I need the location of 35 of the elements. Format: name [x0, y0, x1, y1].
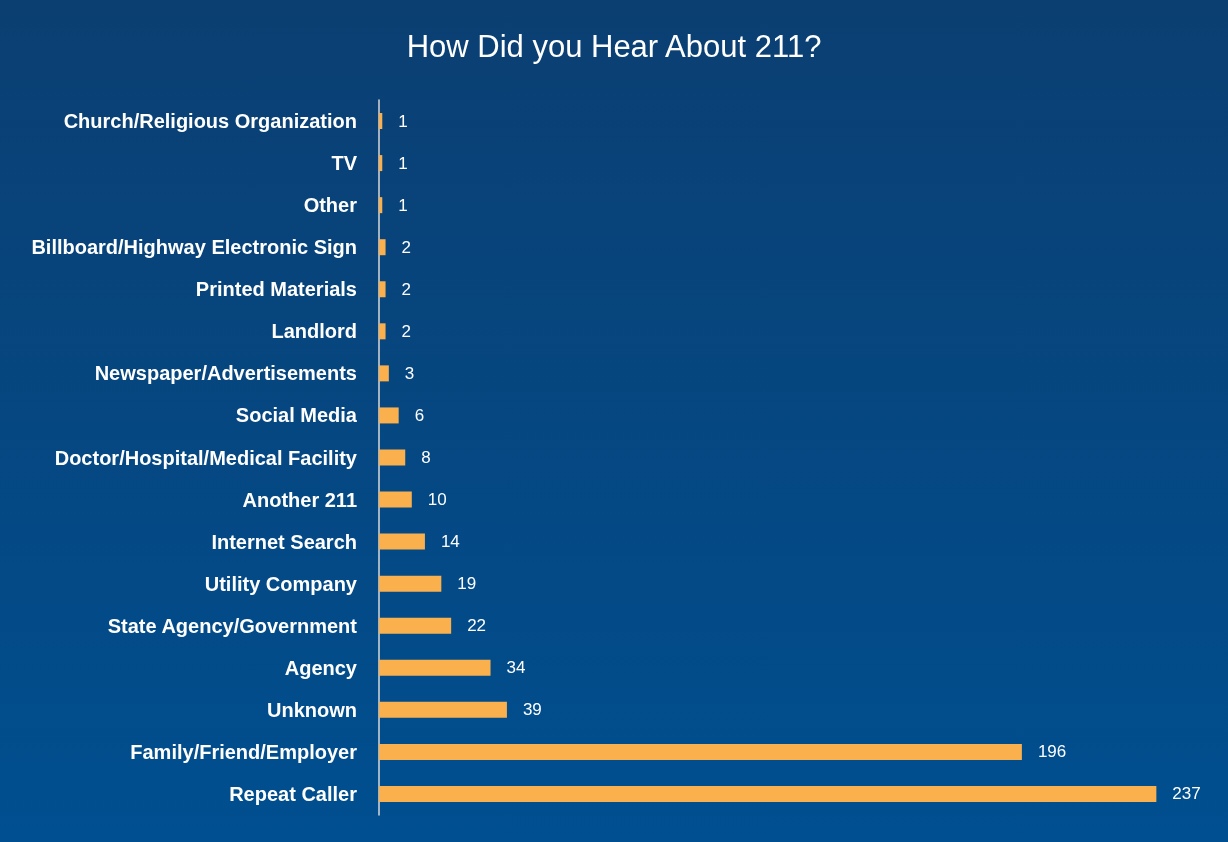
- data-label: 196: [1037, 742, 1067, 762]
- y-tick-label: Church/Religious Organization: [63, 110, 357, 133]
- data-label: 2: [401, 279, 412, 299]
- data-label: 39: [522, 700, 542, 720]
- data-label: 8: [421, 448, 431, 467]
- y-tick-label: Utility Company: [204, 572, 358, 595]
- y-tick-label: Agency: [284, 656, 358, 679]
- y-tick-label: Printed Materials: [195, 278, 357, 301]
- data-label: 14: [440, 532, 460, 552]
- y-tick-label: Landlord: [271, 320, 357, 343]
- y-tick-label: Newspaper/Advertisements: [94, 362, 357, 385]
- data-label: 2: [401, 321, 412, 341]
- data-label: 237: [1172, 784, 1201, 804]
- data-label: 1: [398, 111, 408, 131]
- y-tick-label: Internet Search: [211, 530, 357, 553]
- data-label: 3: [404, 363, 415, 383]
- y-tick-label: Repeat Caller: [229, 782, 358, 805]
- data-label: 19: [457, 574, 477, 594]
- y-tick-label: Doctor/Hospital/Medical Facility: [54, 446, 358, 469]
- y-tick-label: State Agency/Government: [107, 614, 358, 637]
- data-label: 1: [398, 195, 408, 215]
- data-label: 34: [506, 658, 526, 678]
- y-tick-label: Other: [303, 194, 358, 217]
- y-tick-label: Billboard/Highway Electronic Sign: [31, 236, 357, 259]
- data-label: 6: [414, 405, 425, 425]
- data-label: 22: [467, 616, 487, 636]
- y-tick-label: Family/Friend/Employer: [130, 740, 358, 763]
- data-label: 10: [427, 490, 447, 510]
- y-tick-label: TV: [331, 152, 358, 175]
- y-tick-label: Another 211: [242, 488, 357, 511]
- y-tick-label: Social Media: [235, 404, 358, 427]
- chart-title: How Did you Hear About 211?: [406, 29, 822, 64]
- data-label: 1: [398, 153, 408, 173]
- data-label: 2: [401, 237, 412, 257]
- y-tick-label: Unknown: [267, 698, 357, 721]
